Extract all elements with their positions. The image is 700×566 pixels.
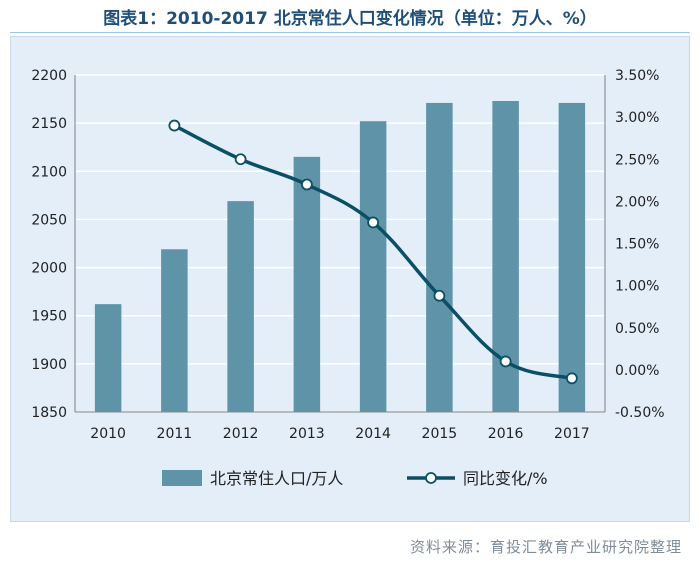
- y-left-tick-label: 1850: [31, 405, 67, 421]
- line-point: [234, 153, 247, 166]
- chart-title: 图表1：2010-2017 北京常住人口变化情况（单位：万人、%）: [103, 9, 597, 29]
- x-tick-label: 2016: [488, 426, 524, 442]
- y-left-tick-label: 2100: [31, 164, 67, 180]
- bar-2015: [426, 102, 453, 413]
- y-left-tick-label: 1900: [31, 357, 67, 373]
- y-left-tick-label: 2000: [31, 261, 67, 277]
- x-tick-label: 2015: [422, 426, 458, 442]
- bar-2011: [161, 249, 188, 412]
- line-point: [565, 372, 578, 385]
- x-tick-label: 2013: [289, 426, 325, 442]
- y-right-tick-label: 3.50%: [615, 68, 659, 84]
- y-right-tick-label: 2.50%: [615, 152, 659, 168]
- line-point: [300, 178, 313, 191]
- y-right-tick-label: 1.50%: [615, 237, 659, 253]
- y-right-tick-label: 1.00%: [615, 279, 659, 295]
- line-point: [433, 289, 446, 302]
- y-right-tick-label: 0.50%: [615, 321, 659, 337]
- line-point: [168, 119, 181, 132]
- legend-label-line: 同比变化/%: [463, 469, 548, 488]
- y-right-tick-label: 2.00%: [615, 194, 659, 210]
- y-left-tick-label: 1950: [31, 309, 67, 325]
- source-note: 资料来源：育投汇教育产业研究院整理: [409, 538, 682, 556]
- x-tick-label: 2012: [223, 426, 259, 442]
- chart: 1850 1900 1950 2000 2050 2100 2150 2200 -0.50% 0.…: [31, 68, 665, 488]
- bar-2017: [558, 102, 586, 413]
- title-divider: [10, 32, 690, 33]
- x-tick-label: 2011: [157, 426, 193, 442]
- bar-2013: [293, 156, 321, 412]
- y-left-tick-label: 2200: [31, 68, 67, 84]
- x-tick-label: 2014: [355, 426, 391, 442]
- y-left-tick-label: 2050: [31, 212, 67, 228]
- bar-2014: [359, 121, 387, 413]
- legend-swatch-bar: [162, 470, 202, 486]
- x-tick-label: 2017: [554, 426, 590, 442]
- legend-marker-line: [425, 472, 437, 484]
- bar-2012: [227, 201, 254, 412]
- line-point: [499, 355, 512, 368]
- line-point: [367, 216, 380, 229]
- legend-label-bar: 北京常住人口/万人: [210, 469, 343, 488]
- y-right-tick-label: 0.00%: [615, 363, 659, 379]
- x-tick-label: 2010: [90, 426, 126, 442]
- y-right-tick-label: -0.50%: [615, 405, 665, 421]
- y-right-tick-label: 3.00%: [615, 110, 659, 126]
- bar-2010: [94, 304, 122, 412]
- y-left-tick-label: 2150: [31, 116, 67, 132]
